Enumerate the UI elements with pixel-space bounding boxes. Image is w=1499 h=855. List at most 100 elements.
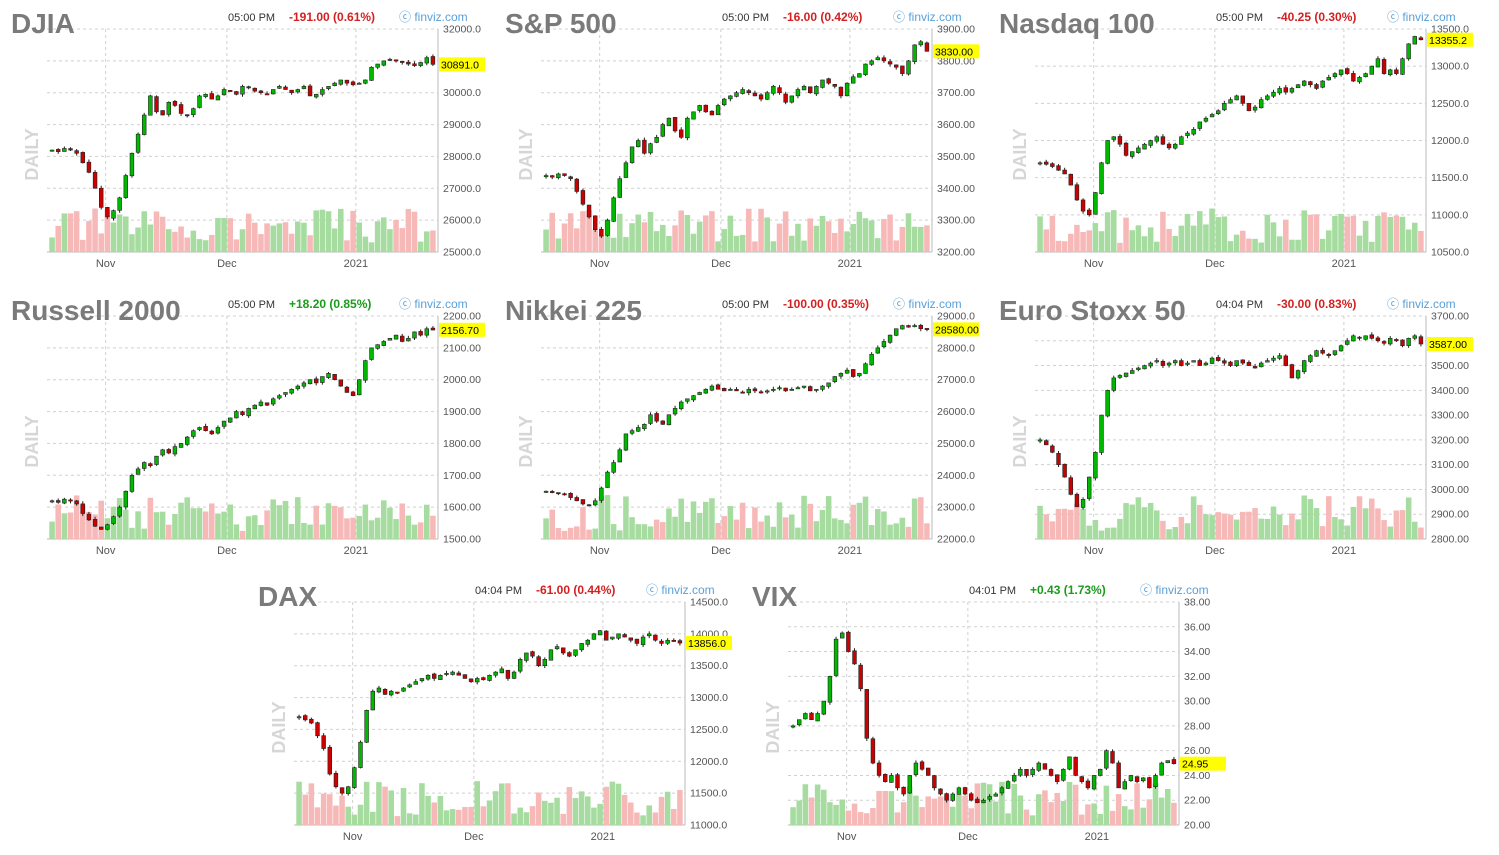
chart-panel[interactable]: 29000.0 28000.0 27000.0 26000.0 25000.0 24000… [494, 287, 988, 569]
candle-body [918, 324, 923, 330]
volume-bar [1399, 216, 1406, 252]
candle-body [406, 337, 411, 342]
y-tick-label: 1600.00 [443, 502, 481, 514]
volume-bar [1086, 230, 1092, 252]
volume-bar [868, 525, 875, 539]
candle-body [1394, 69, 1399, 74]
volume-bar [894, 812, 901, 825]
candle-body [926, 767, 931, 776]
candle-body [1130, 151, 1135, 157]
volume-bar [1158, 797, 1165, 825]
volume-bar [918, 226, 924, 252]
chart-svg: 13500.0 13000.0 12500.0 12000.0 11500.0 11000… [999, 8, 1473, 270]
x-tick-label: 2021 [344, 545, 368, 557]
candle-body [1073, 756, 1078, 776]
volume-bar [55, 225, 61, 252]
volume-bar [233, 524, 240, 539]
volume-bar [1375, 508, 1381, 539]
candle-body [1234, 95, 1239, 101]
candle-body [648, 143, 653, 154]
volume-bar [141, 528, 147, 539]
candle-body [981, 799, 986, 804]
volume-bar [141, 211, 147, 252]
y-tick-label: 13000.0 [1431, 61, 1469, 73]
chart-panel[interactable]: 3900.00 3800.00 3700.00 3600.00 3500.00 3400.… [494, 0, 988, 282]
candle-body [740, 89, 745, 94]
volume-bar [295, 221, 301, 252]
chart-panel[interactable]: 38.00 36.00 34.00 32.00 30.00 28.00 26.00 24.00… [741, 573, 1235, 855]
candle-body [746, 90, 751, 94]
volume-bar [424, 504, 430, 539]
candle-body [924, 328, 930, 330]
daily-label: DAILY [763, 701, 783, 753]
y-tick-label: 11500.0 [690, 788, 727, 800]
chart-panel[interactable]: 14500.0 14000.0 13500.0 13000.0 12500.0 12000… [247, 573, 741, 855]
volume-bar [968, 808, 974, 825]
volume-bar [1166, 529, 1172, 539]
finviz-watermark[interactable]: ⓒ finviz.com [646, 583, 715, 597]
volume-bar [1152, 783, 1159, 825]
volume-bar [480, 806, 487, 825]
candle-body [1154, 136, 1159, 142]
chart-panel[interactable]: 3700.003600.003500.003400.003300.003200.… [988, 287, 1482, 569]
volume-bar [580, 507, 586, 539]
volume-bar [592, 229, 598, 252]
finviz-watermark[interactable]: ⓒ finviz.com [1140, 583, 1209, 597]
y-tick-label: 14500.0 [690, 597, 728, 609]
candle-body [1375, 58, 1381, 68]
volume-bar [617, 530, 623, 539]
volume-bar [374, 221, 381, 252]
candle-body [301, 86, 307, 89]
volume-bar [1313, 508, 1320, 539]
volume-bar [1289, 513, 1295, 539]
candle-body [346, 786, 351, 794]
candle-body [344, 386, 350, 393]
candle-body [1265, 360, 1270, 363]
volume-bar [980, 782, 987, 825]
candle-body [913, 762, 919, 775]
candle-body [640, 636, 646, 645]
candle-body [765, 92, 770, 100]
candle-body [350, 81, 356, 86]
candle-body [166, 101, 171, 115]
volume-bar [911, 498, 918, 539]
candle-body [1381, 341, 1387, 344]
candle-body [550, 175, 555, 178]
volume-bar [419, 783, 425, 825]
finviz-watermark[interactable]: ⓒ finviz.com [399, 10, 468, 24]
finviz-watermark[interactable]: ⓒ finviz.com [893, 10, 962, 24]
volume-bar [1005, 813, 1011, 825]
candle-body [907, 775, 912, 794]
candle-body [1406, 337, 1411, 346]
candle-body [777, 387, 782, 390]
volume-bar [1165, 789, 1171, 825]
finviz-watermark[interactable]: ⓒ finviz.com [1387, 297, 1456, 311]
chart-panel[interactable]: 32000.031000.030000.029000.028000.027000… [0, 0, 494, 282]
volume-bar [937, 796, 944, 825]
y-tick-label: 30.00 [1184, 696, 1210, 708]
finviz-watermark[interactable]: ⓒ finviz.com [893, 297, 962, 311]
volume-bar [931, 798, 938, 825]
candle-body [1363, 73, 1368, 78]
volume-bar [1103, 785, 1110, 825]
finviz-watermark[interactable]: ⓒ finviz.com [1387, 10, 1456, 24]
volume-bar [1117, 242, 1123, 252]
volume-bar [1061, 508, 1068, 539]
volume-bar [1233, 234, 1240, 252]
volume-bar [555, 238, 562, 252]
y-tick-label: 13500.0 [690, 660, 728, 672]
chart-panel[interactable]: 2200.00 2100.00 2000.00 1900.00 1800.00 1700.… [0, 287, 494, 569]
chart-title: Nikkei 225 [505, 295, 642, 326]
volume-bar [1037, 505, 1043, 539]
finviz-watermark[interactable]: ⓒ finviz.com [399, 297, 468, 311]
daily-label: DAILY [516, 415, 536, 467]
volume-bar [1042, 790, 1048, 825]
candle-body [49, 149, 55, 152]
time-label: 05:00 PM [1216, 12, 1263, 24]
candle-body [258, 90, 264, 94]
candle-body [1388, 69, 1393, 76]
x-tick-label: Nov [96, 545, 116, 557]
volume-bar [690, 233, 697, 252]
chart-panel[interactable]: 13500.0 13000.0 12500.0 12000.0 11500.0 11000… [988, 0, 1482, 282]
